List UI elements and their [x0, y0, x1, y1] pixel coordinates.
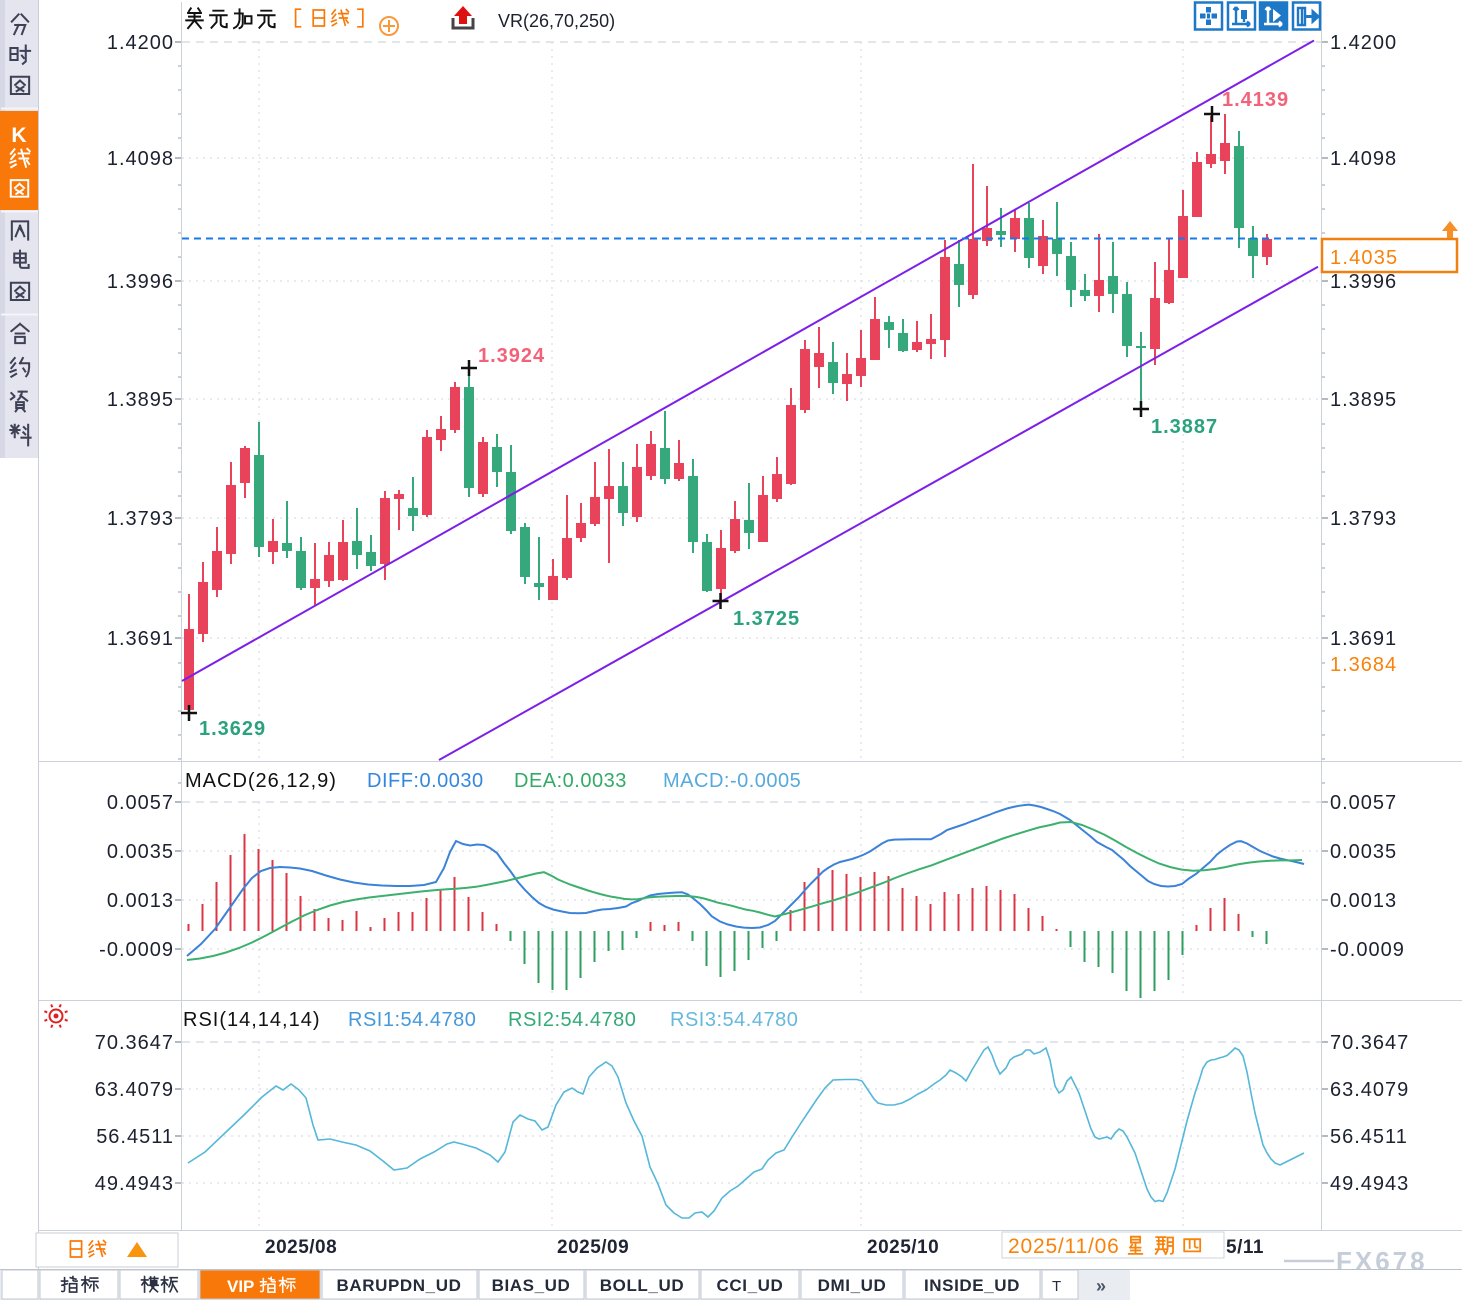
- svg-text:1.3691: 1.3691: [1330, 628, 1397, 650]
- svg-text:1.4200: 1.4200: [107, 32, 174, 54]
- svg-text:56.4511: 56.4511: [96, 1126, 174, 1148]
- svg-text:DMI_UD: DMI_UD: [818, 1276, 887, 1295]
- svg-text:2025/08: 2025/08: [265, 1237, 337, 1258]
- svg-text:BARUPDN_UD: BARUPDN_UD: [336, 1276, 461, 1295]
- svg-text:1.4098: 1.4098: [107, 148, 174, 170]
- svg-text:56.4511: 56.4511: [1330, 1126, 1408, 1148]
- svg-text:63.4079: 63.4079: [1330, 1079, 1409, 1101]
- svg-text:1.3691: 1.3691: [107, 628, 174, 650]
- svg-text:2025/11/06: 2025/11/06: [1008, 1235, 1120, 1258]
- svg-text:0.0057: 0.0057: [107, 792, 174, 814]
- svg-text:1.3924: 1.3924: [478, 345, 545, 367]
- svg-text:INSIDE_UD: INSIDE_UD: [924, 1276, 1020, 1295]
- svg-text:2025/10: 2025/10: [867, 1237, 939, 1258]
- svg-text:1.3793: 1.3793: [1330, 508, 1397, 530]
- svg-text:0.0057: 0.0057: [1330, 792, 1397, 814]
- svg-text:1.4200: 1.4200: [1330, 32, 1397, 54]
- svg-text:49.4943: 49.4943: [1330, 1173, 1409, 1195]
- svg-text:RSI3:54.4780: RSI3:54.4780: [670, 1009, 798, 1031]
- svg-text:1.3793: 1.3793: [107, 508, 174, 530]
- svg-text:T: T: [1052, 1278, 1061, 1295]
- svg-text:-0.0009: -0.0009: [1330, 939, 1405, 961]
- svg-text:VR(26,70,250): VR(26,70,250): [498, 11, 615, 31]
- svg-text:BOLL_UD: BOLL_UD: [600, 1276, 684, 1295]
- svg-text:MACD:-0.0005: MACD:-0.0005: [663, 770, 801, 792]
- svg-text:70.3647: 70.3647: [95, 1032, 174, 1054]
- svg-text:-0.0009: -0.0009: [99, 939, 174, 961]
- svg-text:DEA:0.0033: DEA:0.0033: [514, 770, 627, 792]
- svg-text:1.3629: 1.3629: [199, 718, 266, 740]
- svg-text:RSI2:54.4780: RSI2:54.4780: [508, 1009, 636, 1031]
- svg-text:1.4035: 1.4035: [1330, 247, 1398, 269]
- svg-text:RSI1:54.4780: RSI1:54.4780: [348, 1009, 476, 1031]
- svg-text:1.3996: 1.3996: [1330, 271, 1397, 293]
- svg-text:VIP: VIP: [227, 1277, 254, 1296]
- svg-text:1.3725: 1.3725: [733, 608, 800, 630]
- svg-text:CCI_UD: CCI_UD: [717, 1276, 784, 1295]
- svg-text:0.0013: 0.0013: [1330, 890, 1397, 912]
- svg-text:5/11: 5/11: [1226, 1237, 1264, 1258]
- svg-text:K: K: [11, 124, 26, 147]
- svg-text:BIAS_UD: BIAS_UD: [492, 1276, 571, 1295]
- svg-text:63.4079: 63.4079: [95, 1079, 174, 1101]
- svg-text:1.3887: 1.3887: [1151, 416, 1218, 438]
- svg-text:DIFF:0.0030: DIFF:0.0030: [367, 770, 484, 792]
- svg-text:2025/09: 2025/09: [557, 1237, 629, 1258]
- svg-text:RSI(14,14,14): RSI(14,14,14): [183, 1009, 321, 1031]
- svg-text:1.4139: 1.4139: [1222, 89, 1289, 111]
- svg-text:1.3684: 1.3684: [1330, 654, 1397, 676]
- svg-text:0.0035: 0.0035: [107, 841, 174, 863]
- svg-text:49.4943: 49.4943: [95, 1173, 174, 1195]
- svg-text:1.4098: 1.4098: [1330, 148, 1397, 170]
- svg-text:1.3996: 1.3996: [107, 271, 174, 293]
- svg-text:0.0013: 0.0013: [107, 890, 174, 912]
- svg-text:1.3895: 1.3895: [1330, 389, 1397, 411]
- svg-text:MACD(26,12,9): MACD(26,12,9): [185, 770, 337, 792]
- svg-text:»: »: [1096, 1276, 1106, 1296]
- svg-text:70.3647: 70.3647: [1330, 1032, 1409, 1054]
- svg-text:0.0035: 0.0035: [1330, 841, 1397, 863]
- svg-text:1.3895: 1.3895: [107, 389, 174, 411]
